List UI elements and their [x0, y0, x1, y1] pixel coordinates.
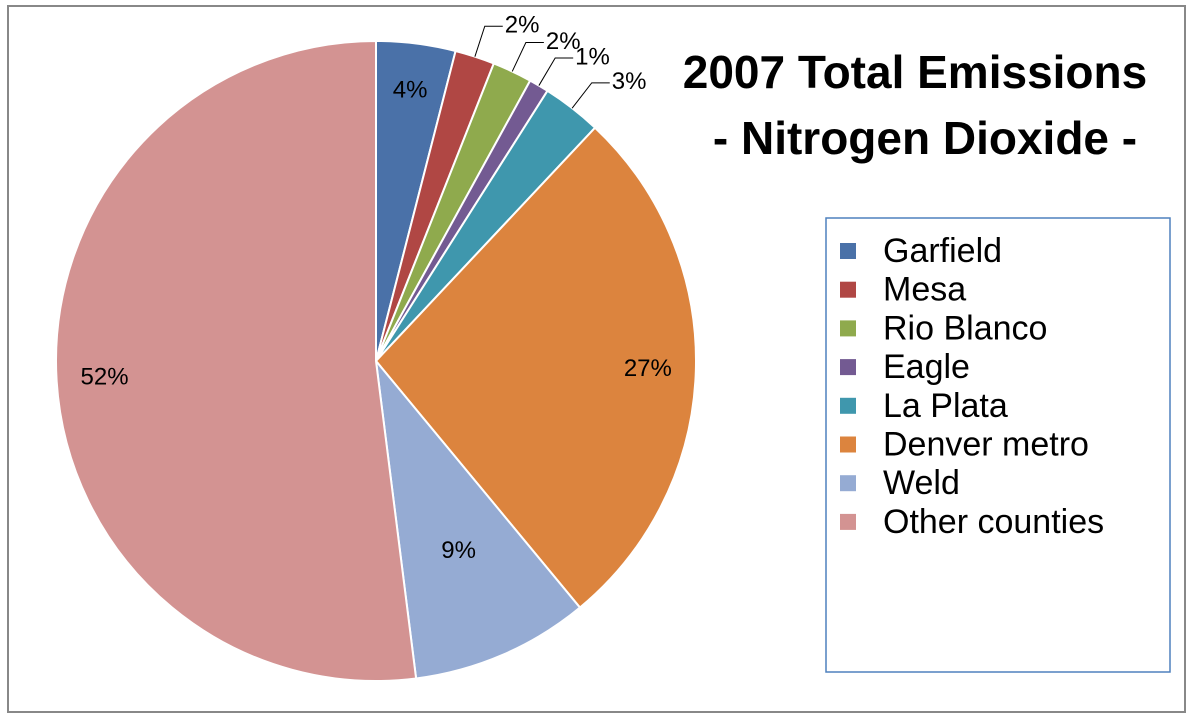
legend-label: Mesa	[883, 271, 966, 309]
legend-label: Denver metro	[883, 425, 1089, 463]
data-label: 2%	[505, 12, 540, 39]
legend-swatch	[840, 359, 856, 376]
data-label: 27%	[624, 355, 672, 382]
data-label: 52%	[81, 363, 129, 390]
pie-slice	[55, 39, 418, 682]
chart-title: - Nitrogen Dioxide -	[713, 112, 1137, 164]
pie-slice	[374, 357, 582, 680]
legend-label: Weld	[883, 464, 960, 502]
data-label: 9%	[441, 537, 476, 564]
legend-label: Rio Blanco	[883, 309, 1047, 347]
legend-swatch	[840, 320, 856, 337]
data-label: 2%	[546, 28, 581, 55]
leader-line	[571, 82, 610, 109]
legend-label: Eagle	[883, 348, 970, 386]
legend-label: Other counties	[883, 503, 1104, 541]
legend-swatch	[840, 397, 856, 414]
leader-line	[474, 25, 503, 57]
chart-title: 2007 Total Emissions	[683, 46, 1147, 98]
legend-swatch	[840, 243, 856, 259]
data-label: 1%	[575, 43, 610, 70]
legend-label: La Plata	[883, 387, 1008, 425]
data-label: 4%	[393, 76, 428, 103]
legend-box	[825, 217, 1171, 673]
data-label: 3%	[612, 68, 647, 95]
legend-label: Garfield	[883, 232, 1002, 270]
legend-swatch	[840, 475, 856, 492]
pie-slice	[374, 126, 697, 609]
legend-swatch	[840, 513, 856, 530]
legend-swatch	[840, 436, 856, 453]
leader-line	[511, 42, 544, 72]
leader-line	[538, 57, 574, 86]
legend-swatch	[840, 281, 856, 298]
